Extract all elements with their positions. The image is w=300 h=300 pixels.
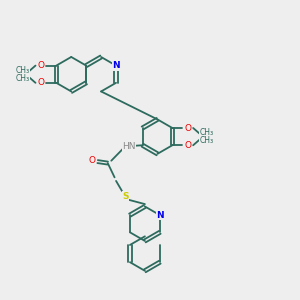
Text: O: O — [89, 156, 96, 165]
Text: N: N — [112, 61, 120, 70]
Text: N: N — [156, 211, 164, 220]
Text: CH₃: CH₃ — [199, 128, 213, 137]
Text: CH₃: CH₃ — [15, 66, 29, 75]
Text: O: O — [38, 78, 44, 87]
Text: O: O — [38, 61, 44, 70]
Text: S: S — [122, 192, 129, 201]
Text: CH₃: CH₃ — [199, 136, 213, 145]
Text: CH₃: CH₃ — [15, 74, 29, 82]
Text: O: O — [184, 124, 191, 133]
Text: O: O — [184, 141, 191, 150]
Text: HN: HN — [122, 142, 136, 151]
